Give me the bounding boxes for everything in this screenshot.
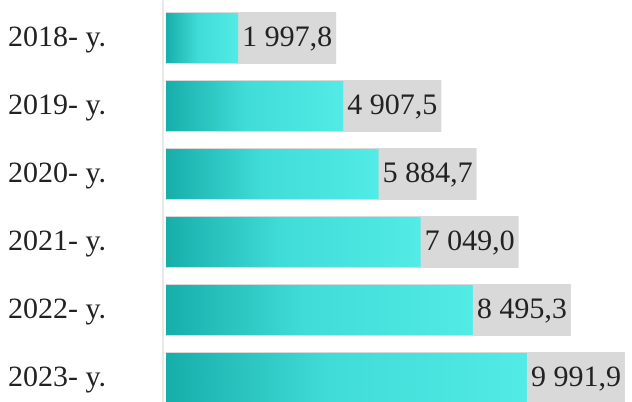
y-tick-label: 2021- y. [8,224,106,257]
bar [166,217,421,267]
y-tick-label: 2022- y. [8,292,106,325]
value-label: 1 997,8 [242,20,332,53]
bar [166,81,344,131]
y-tick-label: 2020- y. [8,156,106,189]
bar [166,13,239,63]
bar [166,285,473,335]
value-label: 9 991,9 [531,360,621,393]
value-label: 8 495,3 [477,292,567,325]
y-tick-label: 2019- y. [8,88,106,121]
value-label: 4 907,5 [347,88,437,121]
y-tick-label: 2023- y. [8,360,106,393]
y-tick-label: 2018- y. [8,20,106,53]
value-label: 5 884,7 [383,156,473,189]
value-label: 7 049,0 [425,224,515,257]
bar [166,353,527,402]
bar [166,149,379,199]
